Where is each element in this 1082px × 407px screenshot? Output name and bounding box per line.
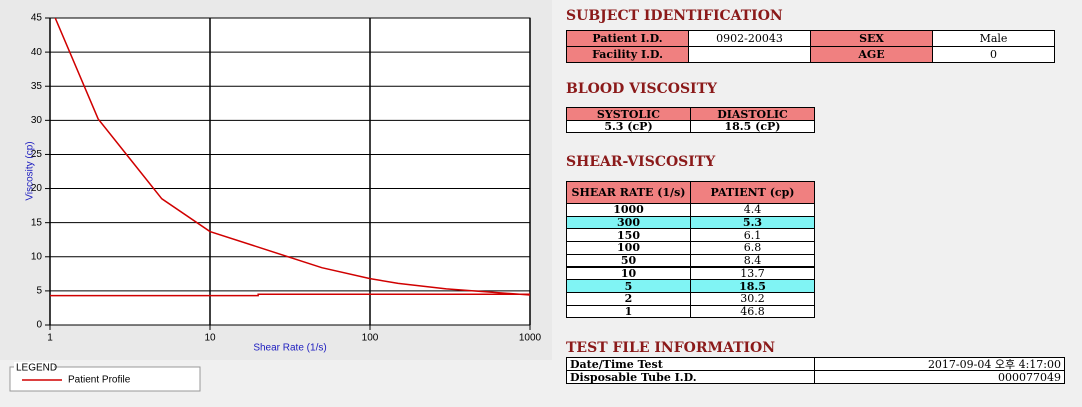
table-cell: 46.8: [690, 304, 815, 319]
table-cell: 18.5: [690, 279, 815, 293]
section-title: BLOOD VISCOSITY: [566, 81, 718, 97]
table-cell: Facility I.D.: [566, 46, 689, 63]
table-cell: 100: [566, 241, 691, 255]
y-tick-label: 20: [31, 183, 43, 194]
table-cell: 6.1: [690, 228, 815, 243]
table-cell: 2017-09-04 오후 4:17:00: [814, 357, 1065, 371]
y-tick-label: 10: [31, 251, 43, 262]
table-cell: 5: [566, 279, 691, 293]
section-title: TEST FILE INFORMATION: [566, 340, 776, 356]
table-cell: 000077049: [814, 370, 1065, 384]
y-tick-label: 40: [31, 47, 43, 58]
x-tick-label: 10: [204, 333, 216, 344]
y-tick-label: 30: [31, 115, 43, 126]
table-cell: 4.4: [690, 203, 815, 217]
table-cell: DIASTOLIC: [690, 107, 815, 121]
x-axis-label: Shear Rate (1/s): [253, 343, 326, 354]
legend-title-bg: [14, 362, 54, 372]
data-line: [54, 18, 530, 296]
section-title: SHEAR-VISCOSITY: [566, 154, 716, 170]
table-cell: 10: [566, 266, 691, 281]
table-cell: SYSTOLIC: [566, 107, 691, 121]
table-cell: 0902-20043: [688, 30, 811, 47]
table-cell: Disposable Tube I.D.: [566, 370, 815, 384]
y-tick-label: 0: [36, 320, 42, 331]
table-cell: 5.3 (cP): [566, 120, 691, 133]
table-cell: 50: [566, 253, 691, 268]
y-axis-label: Viscosity (cp): [25, 141, 36, 200]
legend-box: [9, 366, 201, 392]
data-line: [50, 293, 530, 297]
table-cell: 18.5 (cP): [690, 120, 815, 133]
x-tick-label: 1: [47, 333, 53, 344]
legend-title: LEGEND: [16, 363, 57, 374]
table-cell: SHEAR RATE (1/s): [566, 181, 691, 204]
table-cell: 1000: [566, 203, 691, 217]
table-cell: AGE: [810, 46, 933, 63]
section-title: SUBJECT IDENTIFICATION: [566, 8, 783, 24]
plot-area: [49, 17, 531, 326]
legend-label: Patient Profile: [68, 375, 131, 386]
table-cell: [688, 46, 811, 63]
y-tick-label: 45: [31, 13, 43, 24]
y-tick-label: 25: [31, 149, 43, 160]
table-cell: 2: [566, 291, 691, 306]
table-cell: 300: [566, 215, 691, 230]
table-cell: 6.8: [690, 241, 815, 255]
table-cell: SEX: [810, 30, 933, 47]
table-cell: 30.2: [690, 291, 815, 306]
table-cell: 13.7: [690, 266, 815, 281]
table-cell: 0: [932, 46, 1055, 63]
table-cell: 1: [566, 304, 691, 319]
y-tick-label: 15: [31, 217, 43, 228]
x-tick-label: 100: [362, 333, 379, 344]
y-tick-label: 5: [36, 286, 42, 297]
table-cell: Date/Time Test: [566, 357, 815, 371]
table-cell: Patient I.D.: [566, 30, 689, 47]
table-cell: Male: [932, 30, 1055, 47]
x-tick-label: 1000: [519, 333, 542, 344]
table-cell: 150: [566, 228, 691, 243]
y-tick-label: 35: [31, 81, 43, 92]
table-cell: PATIENT (cp): [690, 181, 815, 204]
table-cell: 5.3: [690, 215, 815, 230]
table-cell: 8.4: [690, 253, 815, 268]
